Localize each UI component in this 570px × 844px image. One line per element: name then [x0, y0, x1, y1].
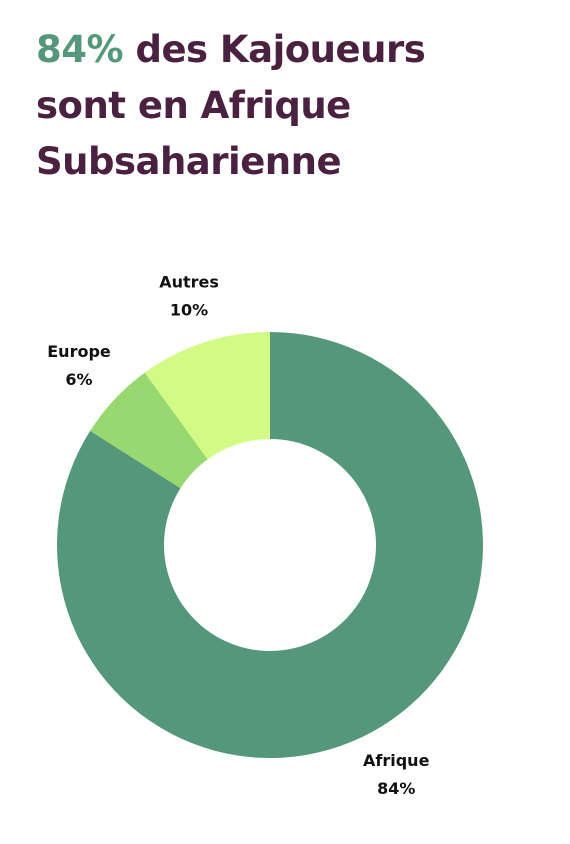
- segment-label: Afrique: [363, 751, 430, 770]
- value-label: 6%: [65, 370, 92, 389]
- donut-segment: [56, 332, 484, 758]
- segment-label: Europe: [47, 342, 111, 361]
- value-label: 84%: [377, 779, 415, 798]
- chart-title: 84% des Kajoueurs sont en Afrique Subsah…: [36, 22, 476, 190]
- donut-segment: [90, 372, 208, 489]
- donut-segment: [144, 332, 270, 460]
- title-text: des Kajoueurs sont en Afrique Subsaharie…: [36, 28, 426, 183]
- title-highlight: 84%: [36, 28, 124, 71]
- segment-label: Autres: [159, 272, 219, 291]
- value-label: 10%: [170, 300, 208, 319]
